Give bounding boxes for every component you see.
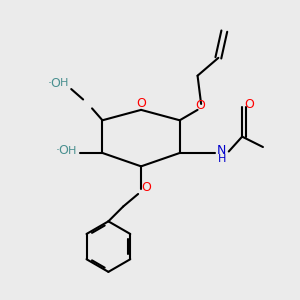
Text: O: O — [244, 98, 254, 111]
Text: ·O: ·O — [56, 144, 69, 157]
Text: H: H — [68, 146, 76, 156]
Text: H: H — [218, 154, 226, 164]
Text: ·O: ·O — [48, 76, 62, 90]
Text: N: N — [217, 144, 226, 157]
Text: O: O — [136, 97, 146, 110]
Text: O: O — [196, 99, 206, 112]
Text: O: O — [142, 181, 152, 194]
Text: H: H — [60, 78, 68, 88]
